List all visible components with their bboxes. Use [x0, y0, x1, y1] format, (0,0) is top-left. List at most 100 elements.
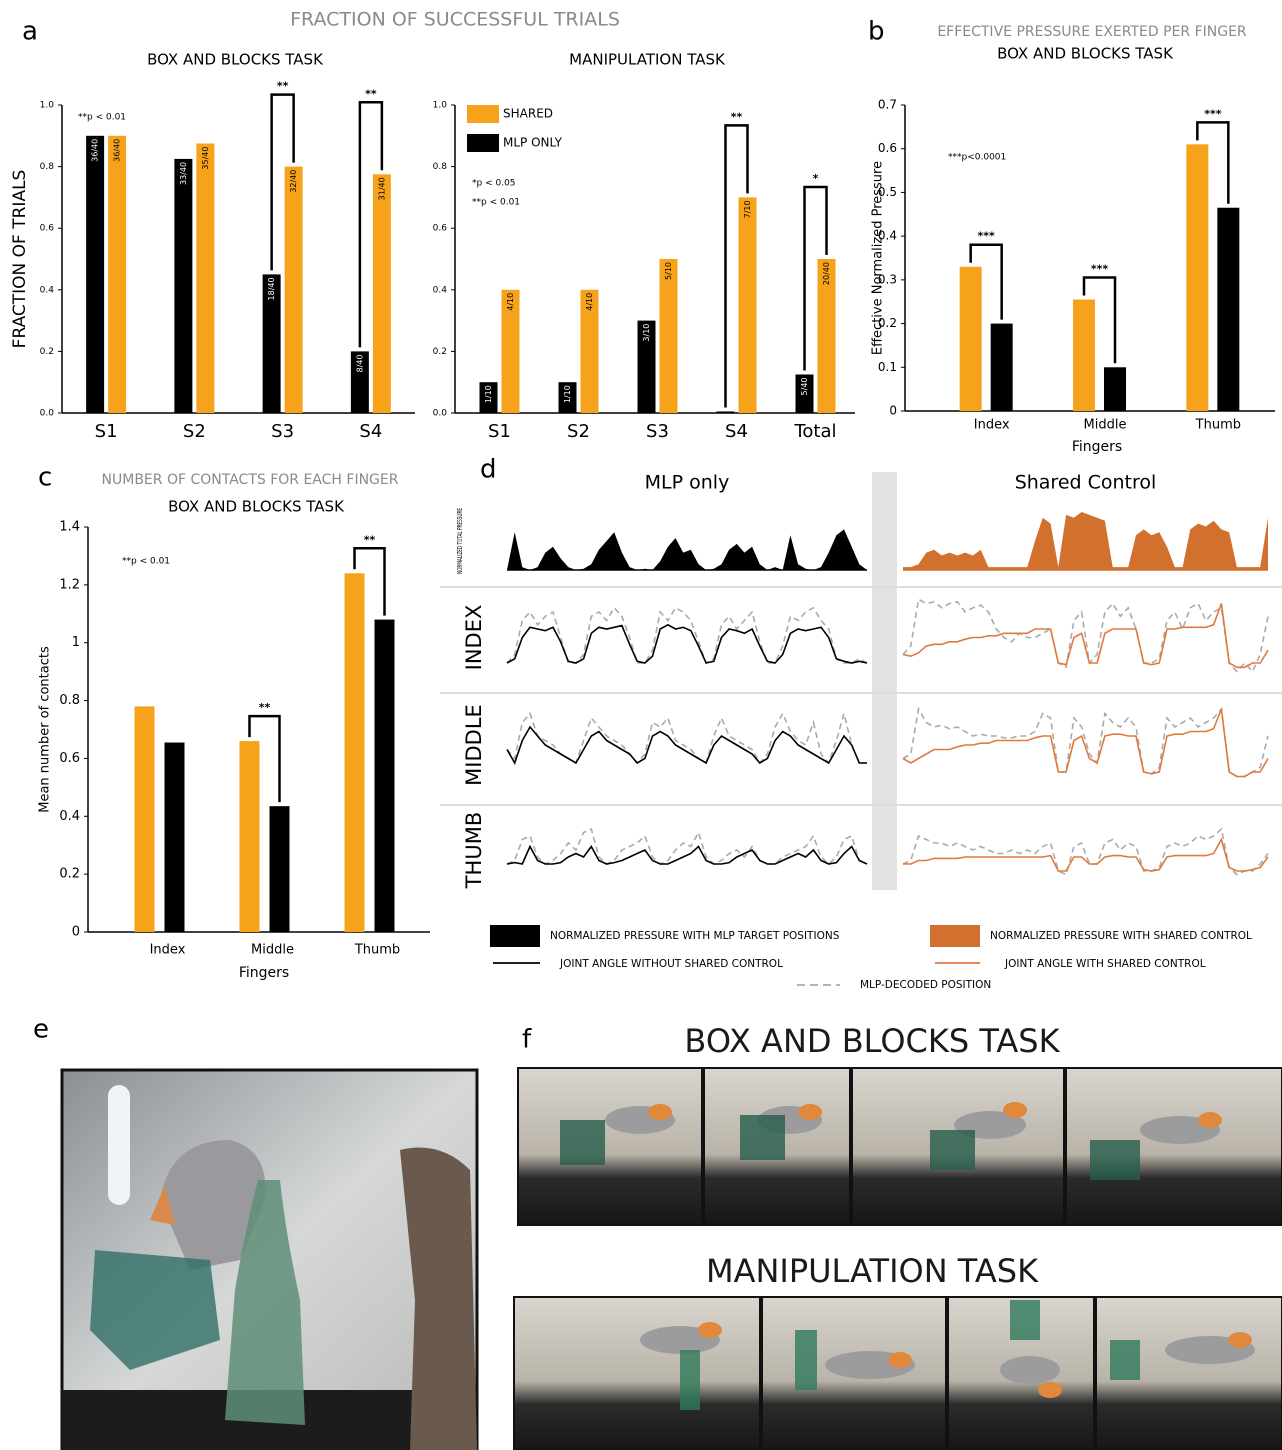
significance-label: ** — [277, 80, 289, 93]
y-tick-label: 0.8 — [433, 162, 448, 172]
chart-title: BOX AND BLOCKS TASK — [147, 51, 324, 69]
y-tick-label: 1.2 — [59, 577, 80, 592]
y-tick-label: 0.0 — [40, 409, 55, 419]
panel-letter: b — [868, 17, 885, 47]
chart-title: NUMBER OF CONTACTS FOR EACH FINGER — [102, 472, 399, 488]
legend-label: MLP-DECODED POSITION — [860, 979, 991, 991]
x-tick-label: Thumb — [1195, 418, 1241, 433]
panel-letter: a — [22, 17, 38, 47]
bar — [270, 806, 290, 932]
y-tick-label: 0.2 — [59, 867, 80, 882]
value-label: 4/10 — [585, 293, 594, 311]
row-label: MIDDLE — [462, 704, 486, 786]
y-tick-label: 1 — [72, 635, 80, 650]
row-label: INDEX — [462, 605, 486, 671]
value-label: 5/40 — [800, 378, 809, 396]
y-tick-label: 1.0 — [433, 101, 448, 111]
legend-label: JOINT ANGLE WITH SHARED CONTROL — [1004, 958, 1206, 970]
value-label: 20/40 — [822, 262, 831, 285]
legend-label: MLP ONLY — [503, 136, 563, 150]
y-tick-label: 0.6 — [433, 224, 448, 234]
x-tick-label: S2 — [567, 421, 590, 442]
x-axis-label: Fingers — [239, 965, 289, 981]
value-label: 1/10 — [563, 385, 572, 403]
y-tick-label: 0.6 — [878, 141, 897, 155]
value-label: 8/40 — [355, 354, 364, 372]
figure: e f BOX AND BLOCKS TASK MANIPULATION TAS… — [0, 0, 1282, 1450]
bar — [1073, 300, 1095, 411]
y-tick-label: 0.8 — [40, 162, 55, 172]
value-label: 32/40 — [289, 170, 298, 193]
x-axis-label: Fingers — [1072, 439, 1122, 455]
legend-label: NORMALIZED PRESSURE WITH MLP TARGET POSI… — [550, 930, 840, 942]
x-tick-label: S4 — [359, 421, 382, 442]
panel-letter: f — [522, 1025, 532, 1055]
photo-strip — [514, 1297, 1282, 1450]
chart-title: EFFECTIVE PRESSURE EXERTED PER FINGER — [937, 24, 1247, 40]
significance-note: **p < 0.01 — [122, 557, 170, 567]
row-label: THUMB — [462, 812, 486, 890]
value-label: 4/10 — [506, 293, 515, 311]
figure-heading: FRACTION OF SUCCESSFUL TRIALS — [290, 9, 620, 31]
page: e f BOX AND BLOCKS TASK MANIPULATION TAS… — [0, 0, 1282, 1450]
legend-swatch — [490, 925, 540, 947]
significance-label: ** — [731, 110, 743, 123]
panel-letter: d — [480, 455, 497, 485]
value-label: 31/40 — [377, 177, 386, 200]
bar — [717, 411, 735, 413]
y-axis-label: FRACTION OF TRIALS — [10, 170, 30, 349]
bar — [240, 741, 260, 932]
bar — [345, 573, 365, 932]
bar — [373, 174, 391, 413]
bar — [1217, 208, 1239, 411]
y-tick-label: 0 — [72, 925, 80, 940]
chart-subtitle: BOX AND BLOCKS TASK — [168, 498, 345, 516]
legend-swatch — [467, 134, 499, 152]
chart-title: MANIPULATION TASK — [569, 51, 726, 69]
significance-label: ** — [365, 87, 377, 100]
significance-note: **p < 0.01 — [472, 198, 520, 208]
x-tick-label: Middle — [251, 943, 294, 958]
bar — [285, 167, 303, 413]
significance-label: *** — [1204, 107, 1222, 120]
bar — [1104, 367, 1126, 411]
column-title: Shared Control — [1015, 472, 1157, 494]
x-tick-label: Thumb — [354, 943, 400, 958]
y-axis-label: Effective Normalized Pressure — [871, 161, 886, 355]
photo-strip — [518, 1068, 1282, 1225]
bar — [174, 159, 192, 413]
value-label: 35/40 — [201, 147, 210, 170]
y-tick-label: 0.4 — [433, 285, 448, 295]
value-label: 5/10 — [664, 262, 673, 280]
y-axis-label: Mean number of contacts — [38, 646, 53, 813]
significance-note: **p < 0.01 — [78, 113, 126, 123]
y-tick-label: 0.1 — [878, 360, 897, 374]
significance-label: ** — [259, 701, 271, 714]
photo — [62, 1070, 477, 1450]
y-tick-label: 0.6 — [59, 751, 80, 766]
significance-label: * — [813, 172, 819, 185]
x-tick-label: Index — [150, 943, 186, 958]
significance-note: ***p<0.0001 — [948, 153, 1006, 163]
y-tick-label: 0.6 — [40, 224, 55, 234]
bar — [108, 136, 126, 413]
y-tick-label: 0.2 — [433, 347, 447, 357]
legend-label: JOINT ANGLE WITHOUT SHARED CONTROL — [559, 958, 783, 970]
x-tick-label: S2 — [183, 421, 206, 442]
x-tick-label: S1 — [95, 421, 118, 442]
bar — [660, 259, 678, 413]
value-label: 1/10 — [484, 385, 493, 403]
panel-letter: c — [38, 463, 52, 493]
chart-subtitle: BOX AND BLOCKS TASK — [997, 45, 1174, 63]
y-tick-label: 0.0 — [433, 409, 448, 419]
y-tick-label: 0 — [889, 404, 897, 418]
y-tick-label: 0.4 — [59, 809, 80, 824]
value-label: 36/40 — [91, 139, 100, 162]
x-tick-label: Total — [793, 421, 836, 442]
y-tick-label: 0.8 — [59, 693, 80, 708]
bar — [960, 267, 982, 411]
y-tick-label: 1.4 — [59, 520, 80, 535]
row-label: NORMALIZED TOTAL PRESSURE — [456, 508, 464, 574]
value-label: 33/40 — [179, 162, 188, 185]
value-label: 18/40 — [267, 277, 276, 300]
